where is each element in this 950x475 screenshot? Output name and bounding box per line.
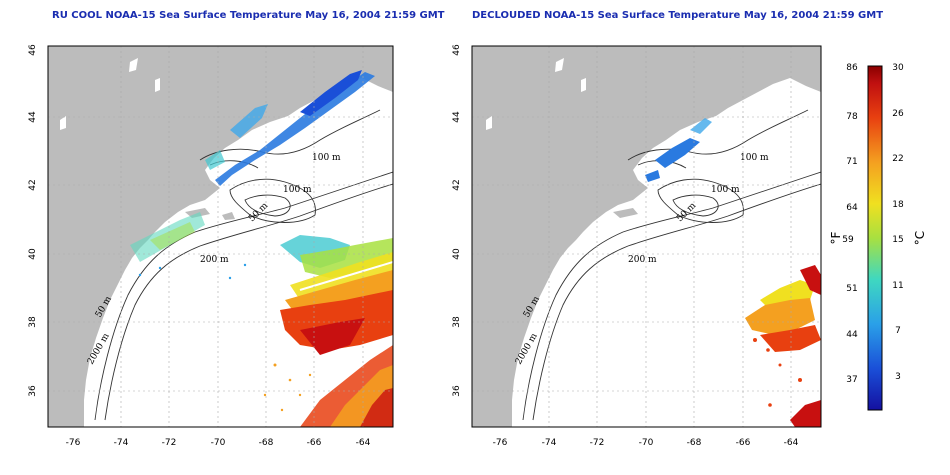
lat-tick: 44	[28, 111, 38, 123]
celsius-tick: 11	[892, 281, 903, 291]
lat-tick: 36	[452, 385, 462, 397]
lat-tick: 38	[452, 316, 462, 328]
lat-tick: 36	[28, 385, 38, 397]
contour-label: 100 m	[312, 153, 341, 163]
right-land	[472, 46, 821, 427]
contour-label: 200 m	[628, 255, 657, 265]
celsius-tick: 7	[895, 326, 901, 336]
lat-tick: 42	[452, 179, 462, 190]
left-land	[48, 46, 393, 427]
celsius-tick: 15	[892, 235, 903, 245]
lon-tick: -64	[784, 438, 799, 448]
lon-tick: -70	[211, 438, 226, 448]
colorbar-gradient	[867, 65, 883, 411]
celsius-unit-label: °C	[913, 231, 927, 245]
colorbar-fahrenheit-ticks: 86 78 71 64 59 51 44 37	[842, 63, 858, 385]
fahrenheit-tick: 37	[846, 375, 857, 385]
left-map: 100 m 100 m 50 m 200 m 50 m 2000 m	[47, 45, 394, 428]
celsius-tick: 30	[892, 63, 904, 73]
lat-tick: 42	[28, 179, 38, 190]
lat-tick: 46	[28, 44, 38, 56]
lon-tick: -72	[162, 438, 177, 448]
lat-tick: 46	[452, 44, 462, 56]
lon-tick: -74	[114, 438, 129, 448]
left-sst-data	[130, 70, 393, 427]
fahrenheit-unit-label: °F	[829, 231, 843, 244]
celsius-tick: 18	[892, 200, 904, 210]
lat-tick: 44	[452, 111, 462, 123]
contour-label: 100 m	[283, 185, 312, 195]
right-grid	[472, 46, 821, 427]
fahrenheit-tick: 59	[842, 235, 854, 245]
celsius-tick: 3	[895, 372, 901, 382]
celsius-tick: 22	[892, 154, 903, 164]
lat-tick: 40	[452, 248, 462, 260]
lat-tick: 38	[28, 316, 38, 328]
fahrenheit-tick: 51	[846, 284, 857, 294]
right-frame	[471, 45, 822, 428]
lon-tick: -64	[356, 438, 371, 448]
left-lon-axis: -76 -74 -72 -70 -68 -66 -64	[66, 438, 371, 448]
right-lon-axis: -76 -74 -72 -70 -68 -66 -64	[493, 438, 799, 448]
left-frame	[47, 45, 394, 428]
lon-tick: -74	[542, 438, 557, 448]
colorbar-celsius-ticks: 30 26 22 18 15 11 7 3	[892, 63, 904, 382]
lon-tick: -66	[307, 438, 322, 448]
celsius-tick: 26	[892, 109, 904, 119]
colorbar: 86 78 71 64 59 51 44 37 30 26 22 18 15 1…	[829, 63, 927, 411]
lon-tick: -66	[736, 438, 751, 448]
right-panel-title: DECLOUDED NOAA-15 Sea Surface Temperatur…	[472, 10, 884, 21]
contour-label: 200 m	[200, 255, 229, 265]
right-lat-axis: 46 44 42 40 38 36	[452, 44, 462, 397]
lon-tick: -76	[493, 438, 508, 448]
fahrenheit-tick: 86	[846, 63, 858, 73]
lat-tick: 40	[28, 248, 38, 260]
lon-tick: -70	[639, 438, 654, 448]
contour-label: 100 m	[711, 185, 740, 195]
left-lat-axis: 46 44 42 40 38 36	[28, 44, 38, 397]
right-sst-data	[645, 118, 821, 427]
right-map: 100 m 100 m 50 m 200 m 50 m 2000 m	[471, 45, 822, 428]
left-grid	[48, 46, 393, 427]
fahrenheit-tick: 78	[846, 112, 858, 122]
lon-tick: -68	[259, 438, 274, 448]
fahrenheit-tick: 64	[846, 203, 858, 213]
fahrenheit-tick: 71	[846, 157, 857, 167]
lon-tick: -72	[590, 438, 605, 448]
left-panel-title: RU COOL NOAA-15 Sea Surface Temperature …	[52, 10, 445, 21]
lon-tick: -68	[687, 438, 702, 448]
lon-tick: -76	[66, 438, 81, 448]
contour-label: 100 m	[740, 153, 769, 163]
fahrenheit-tick: 44	[846, 330, 858, 340]
